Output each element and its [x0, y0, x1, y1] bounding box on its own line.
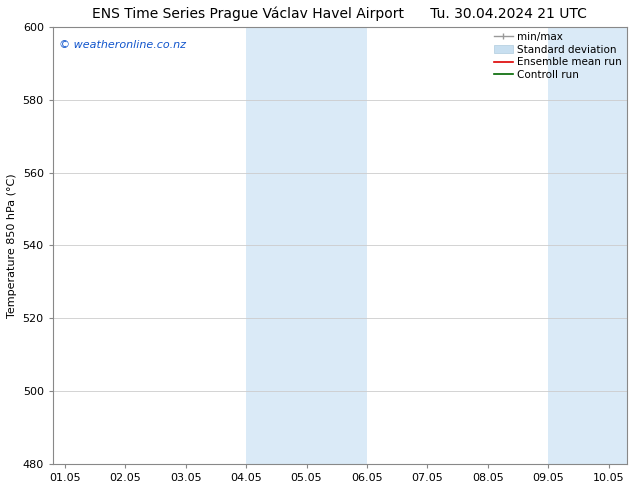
Bar — [246, 27, 367, 464]
Bar — [548, 27, 634, 464]
Title: ENS Time Series Prague Václav Havel Airport      Tu. 30.04.2024 21 UTC: ENS Time Series Prague Václav Havel Airp… — [93, 7, 587, 22]
Legend: min/max, Standard deviation, Ensemble mean run, Controll run: min/max, Standard deviation, Ensemble me… — [492, 30, 624, 82]
Text: © weatheronline.co.nz: © weatheronline.co.nz — [58, 40, 186, 50]
Y-axis label: Temperature 850 hPa (°C): Temperature 850 hPa (°C) — [7, 173, 17, 318]
